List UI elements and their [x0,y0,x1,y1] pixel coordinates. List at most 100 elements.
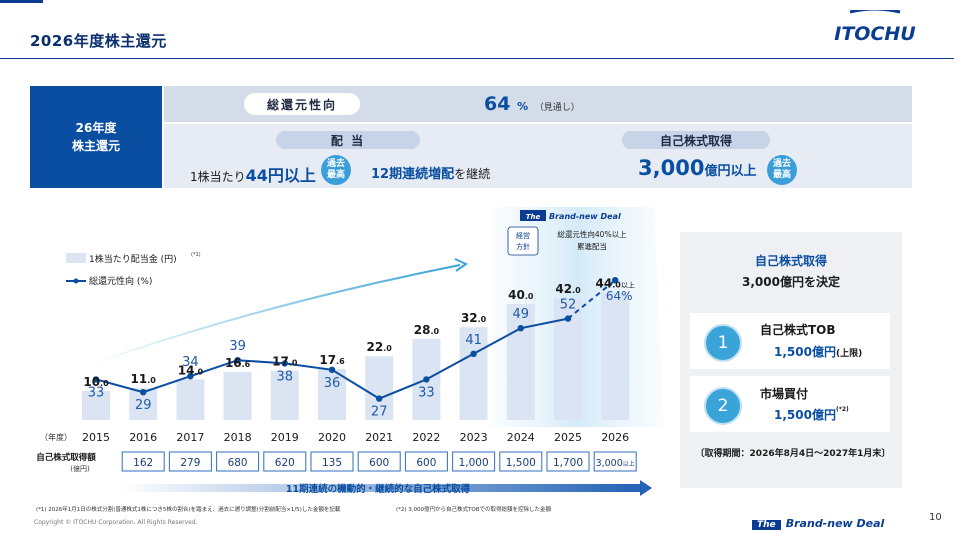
dividend-label: 配 当 [330,133,366,148]
dividend-record-badge: 過去 最高 [321,155,351,185]
total-return-unit: % [517,100,529,113]
policy-box-line1: 経営 [516,231,530,240]
badge-line1: 過去 [772,159,791,169]
dividend-label-int: 17 [272,355,289,369]
dividend-label-2018: 16.6 [225,356,251,370]
dividend-label-2021: 22.0 [367,340,393,354]
buyback-value: 3,000 [638,156,705,180]
ratio-label-2026: 64% [606,289,633,303]
buyback-value-2025: 1,700 [553,457,583,469]
buyback-amount: 1,700 [553,457,583,469]
badge-line2: 最高 [326,170,345,180]
policy-text-line2: 累進配当 [577,241,607,251]
ratio-point-2021 [376,395,383,402]
ratio-label-2024: 49 [513,307,530,322]
ratio-point-2020 [328,366,336,373]
dividend-label-2016: 11.0 [131,372,157,386]
dividend-label-int: 40 [508,288,525,302]
buyback-row-label-line1: 自己株式取得額 [36,452,96,463]
left-label-line2: 株主還元 [71,139,120,153]
buyback-amount: 1,500 [506,457,536,469]
tob-amount: 1,500億円(上限) [774,343,862,360]
total-return-number: 64 [484,93,511,115]
ratio-label-2025: 52 [560,298,577,313]
ratio-label-2023: 41 [465,333,482,348]
buyback-amount: 600 [416,457,436,469]
market-title: 市場買付 [760,387,809,401]
dividend-label-suffix: 以上 [621,280,635,289]
dividend-label-int: 42 [555,282,572,296]
buyback-box-2019 [263,451,307,472]
total-return-note: （見通し） [534,103,580,113]
dividend-label-2025: 42.0 [555,282,581,296]
legend-dividend: 1株当たり配当金 (円) [89,253,177,265]
ratio-point-2019 [281,360,288,367]
legend-bar-swatch [66,253,86,263]
dividend-bar-2015 [82,391,110,420]
page-title: 2026年度株主還元 [30,32,167,50]
market-number-circle: 2 [704,387,742,425]
dividend-bar-2021 [365,356,394,420]
dividend-label-dec: .0 [572,286,581,295]
buyback-box-2016 [121,451,165,472]
buyback-box-2023 [452,451,496,472]
dividend-bar-2018 [223,371,252,420]
legend-ratio: 総還元性向 (%) [89,275,152,287]
buyback-row-label-line2: (億円) [70,464,90,473]
ratio-point-2015 [92,376,100,383]
dividend-bar-2026 [601,292,630,420]
title-divider [0,58,954,59]
buyback-value-2021: 600 [369,457,389,469]
bnd-prefix: The [526,213,541,221]
dividend-label-dec: .0 [525,292,534,301]
total-return-label-pill: 総還元性向 [244,93,360,115]
buyback-value-2019: 620 [275,457,295,469]
dividend-bar-2017 [176,379,205,420]
buyback-box-2017 [168,451,212,472]
dividend-label-2022: 28.0 [414,323,440,337]
footer-brand-text: Brand-new Deal [785,517,885,530]
tob-number: 1 [717,333,729,353]
buyback-amount: 620 [275,457,295,469]
year-label-2017: 2017 [176,431,204,444]
logo-text: ITOCHU [834,23,916,45]
footer-brand-prefix: The [752,520,781,530]
dividend-label-2024: 40.0 [508,288,534,302]
buyback-amount: 135 [322,457,342,469]
dividend-streak: 12期連続増配を継続 [371,163,490,182]
dividend-label-pill: 配 当 [276,131,420,149]
page-number: 10 [929,512,942,523]
year-label-2019: 2019 [271,431,299,444]
dividend-label-2015: 10.0 [83,375,109,389]
dividend-label-int: 10 [83,375,100,389]
footnote-2: (*2) 3,000億円から自己株式TOBでの取得総額を控除した金額 [396,507,551,513]
footnote-1: (*1) 2026年1月1日の株式分割(普通株式1株につき5株の割合)を踏まえ、… [36,507,341,513]
dividend-label-int: 17 [319,353,336,367]
ratio-point-2022 [423,376,430,383]
ratio-point-2018 [234,357,241,364]
year-label-2015: 2015 [82,431,110,444]
buyback-value-2022: 600 [416,457,436,469]
buyback-amount: 600 [369,457,389,469]
buyback-value-2016: 162 [133,457,153,469]
top-accent-bar [0,0,43,3]
rp-title: 自己株式取得 [754,254,827,268]
year-label-2026: 2026 [601,431,629,444]
ratio-line-forecast [567,279,616,320]
market-number: 2 [717,396,729,416]
ratio-point-2025 [564,315,572,322]
dividend-label-int: 14 [178,363,195,377]
policy-box-line2: 方針 [516,242,530,251]
legend-dividend-note: (*1) [191,252,201,258]
streak-text: 12期連続増配 [371,167,455,182]
dividend-label-int: 44 [596,276,613,290]
total-return-value: 64 % （見通し） [484,93,580,115]
ratio-point-2024 [517,325,524,332]
tob-number-circle: 1 [704,324,742,362]
buyback-box-2020 [310,451,354,472]
dividend-label-2020: 17.6 [319,353,345,367]
copyright: Copyright © ITOCHU Corporation. All Righ… [34,519,198,526]
rp-subtitle: 3,000億円を決定 [742,275,840,289]
ratio-point-2026 [612,277,619,284]
year-label-2021: 2021 [365,431,393,444]
